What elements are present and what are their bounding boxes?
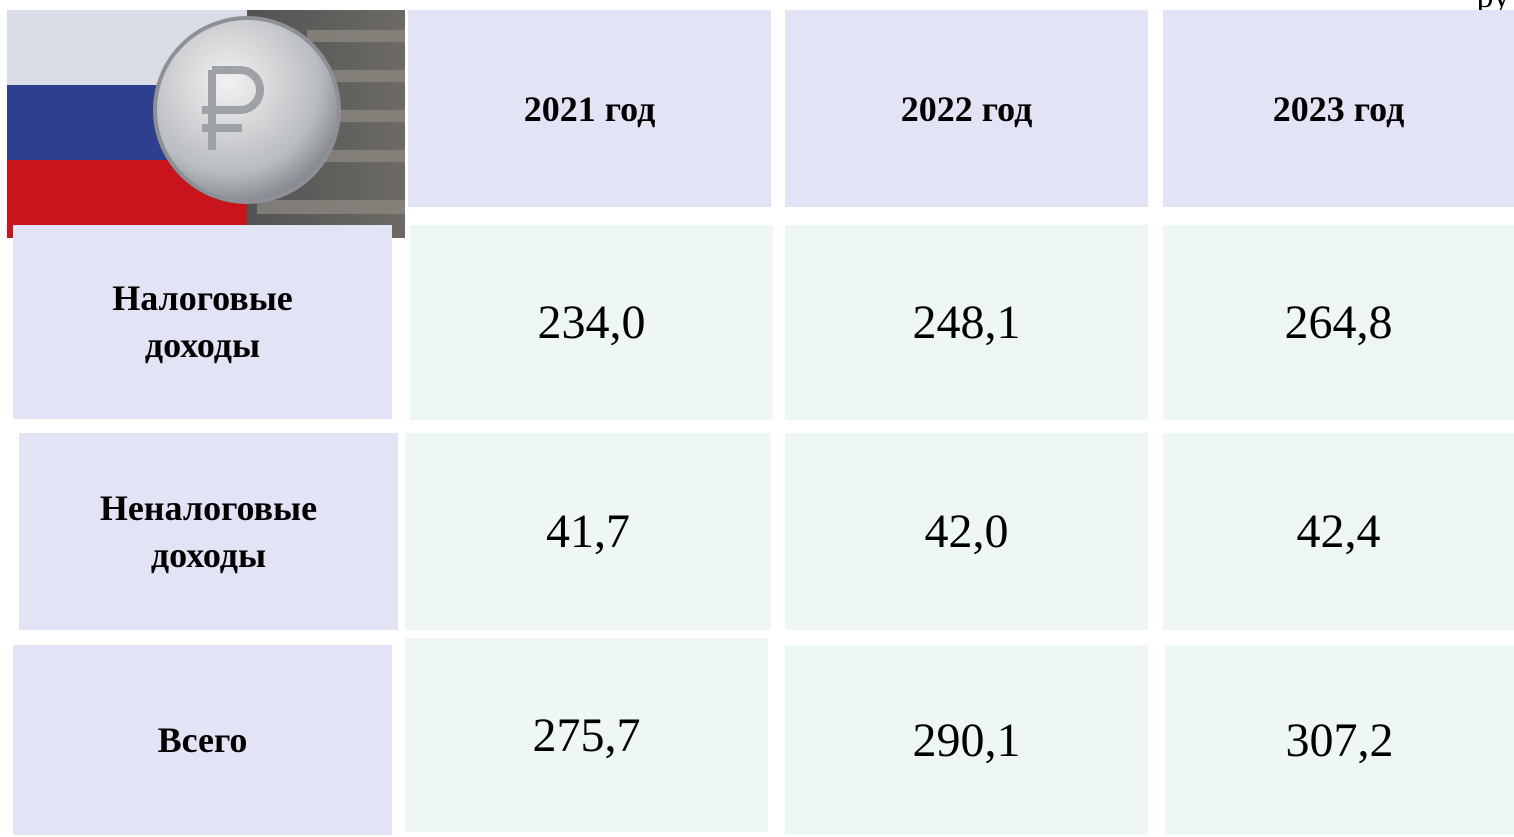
value-cell: 307,2: [1165, 645, 1514, 835]
value-cell: 264,8: [1163, 225, 1514, 420]
value-cell: 42,4: [1163, 433, 1514, 630]
value-cell: 42,0: [785, 433, 1148, 630]
column-header: 2022 год: [785, 10, 1148, 207]
row-label: Налоговые доходы: [13, 225, 392, 419]
value-cell: 248,1: [785, 225, 1148, 420]
column-header: 2021 год: [408, 10, 771, 207]
value-cell: 290,1: [785, 645, 1148, 835]
column-header: 2023 год: [1163, 10, 1514, 207]
row-label: Всего: [13, 645, 392, 835]
value-cell: 234,0: [410, 225, 773, 420]
row-label: Неналоговые доходы: [19, 433, 398, 630]
value-cell: 275,7: [405, 638, 768, 832]
value-cell: 41,7: [405, 433, 771, 630]
ruble-image: [7, 10, 405, 238]
